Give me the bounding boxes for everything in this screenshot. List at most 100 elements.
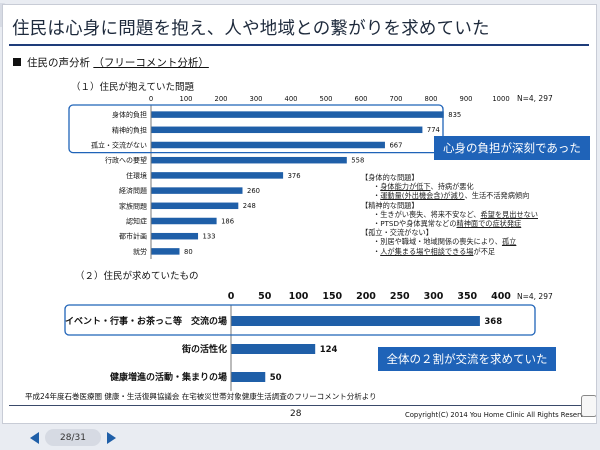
- next-page-button[interactable]: [107, 432, 116, 444]
- note-text: ・PTSDや身体異常などの: [373, 219, 457, 229]
- footer-divider: [9, 405, 589, 406]
- note-item: ・運動量(外出機会含)が減り、生活不活発病傾向: [361, 191, 561, 200]
- bar: [151, 232, 199, 240]
- bar: [231, 316, 480, 326]
- x-tick-label: 400: [491, 291, 511, 302]
- x-tick-label: 200: [215, 95, 228, 103]
- sample-size-label: N=4, 297: [517, 292, 553, 301]
- clinic-logo-icon: [581, 395, 596, 417]
- bar: [151, 126, 423, 134]
- x-tick-label: 100: [289, 291, 309, 302]
- copyright: Copyright(C) 2014 You Home Clinic All Ri…: [405, 411, 593, 419]
- note-text: が不足: [473, 246, 496, 256]
- note-item: ・別居や職域・地域関係の喪失により、孤立: [361, 237, 561, 246]
- note-text: 、持病が悪化: [430, 182, 474, 192]
- note-text: ・: [373, 246, 381, 256]
- x-tick-label: 50: [258, 291, 272, 302]
- x-tick-label: 700: [390, 95, 403, 103]
- note-emph: 精神面での症状発症: [456, 219, 522, 229]
- note-text: ・: [373, 191, 381, 201]
- note-item: ・生きがい喪失、将来不安など、希望を見出せない: [361, 210, 561, 219]
- category-label: 身体的負担: [112, 110, 147, 119]
- data-label: 376: [288, 172, 301, 180]
- square-bullet-icon: [13, 58, 21, 66]
- bar: [231, 372, 266, 382]
- bar: [231, 344, 316, 354]
- page-indicator: 28/31: [45, 429, 101, 446]
- category-label: 就労: [133, 247, 147, 256]
- note-emph: 孤立: [501, 237, 517, 247]
- category-label: 街の活性化: [181, 343, 227, 355]
- data-label: 248: [243, 202, 256, 210]
- category-label: 住環境: [126, 171, 147, 180]
- x-tick-label: 0: [228, 291, 235, 302]
- callout-physical-mental: 心身の負担が深刻であった: [434, 136, 590, 160]
- data-label: 133: [203, 233, 216, 241]
- source-note: 平成24年度石巻医療圏 健康・生活復興協議会 在宅被災世帯対象健康生活調査のフリ…: [25, 392, 377, 401]
- x-tick-label: 400: [285, 95, 298, 103]
- x-tick-label: 1000: [492, 95, 509, 103]
- bar: [151, 217, 217, 225]
- note-item: ・PTSDや身体異常などの精神面での症状発症: [361, 219, 561, 228]
- data-label: 558: [351, 157, 364, 165]
- category-label: イベント・行事・お茶っこ等 交流の場: [65, 315, 227, 327]
- note-item: ・身体能力が低下、持病が悪化: [361, 182, 561, 191]
- note-text: 、生活不活発病傾向: [464, 191, 530, 201]
- note-heading: 【精神的な問題】: [361, 200, 419, 210]
- x-tick-label: 150: [322, 291, 342, 302]
- category-label: 孤立・交流がない: [91, 141, 147, 150]
- category-label: 都市計画: [119, 232, 147, 241]
- data-label: 835: [448, 111, 461, 119]
- bar: [151, 141, 385, 149]
- chart2-title: （２）住民が求めていたもの: [75, 271, 199, 282]
- bar: [151, 248, 180, 255]
- x-tick-label: 900: [460, 95, 473, 103]
- note-heading: 【身体的な問題】: [361, 173, 419, 182]
- note-emph: 希望を見出せない: [480, 209, 538, 219]
- chart1-bar-chart: 0 100 200 300 400 500 600 700 800 900 1000 N=4, 297…: [68, 94, 553, 259]
- data-label: 124: [320, 345, 338, 355]
- x-tick-label: 100: [180, 95, 193, 103]
- category-label: 経済問題: [119, 186, 147, 195]
- x-tick-label: 500: [320, 95, 333, 103]
- bar: [151, 202, 239, 210]
- bar: [151, 111, 444, 118]
- x-tick-label: 300: [424, 291, 444, 302]
- x-tick-label: 800: [425, 95, 438, 103]
- x-tick-label: 600: [355, 95, 368, 103]
- previous-page-button[interactable]: [30, 432, 39, 444]
- data-label: 774: [427, 126, 440, 134]
- sample-size-label: N=4, 297: [517, 94, 553, 103]
- note-emph: 身体能力が低下: [380, 182, 431, 192]
- category-label: 家族問題: [119, 201, 147, 210]
- note-text: ・: [373, 182, 381, 192]
- chart1-title: （１）住民が抱えていた問題: [71, 82, 195, 93]
- category-label: 認知症: [126, 217, 147, 226]
- note-text: ・別居や職域・地域関係の喪失により、: [373, 237, 502, 247]
- bar: [151, 172, 284, 179]
- highlight-box: [68, 104, 444, 154]
- data-label: 667: [389, 141, 402, 149]
- note-text: ・生きがい喪失、将来不安など、: [373, 209, 481, 219]
- data-label: 260: [247, 187, 260, 195]
- slide: 住民は心身に問題を抱え、人や地域との繋がりを求めていた 住民の声分析 （フリーコ…: [2, 4, 597, 424]
- x-tick-label: 0: [149, 95, 153, 103]
- slide-page-number: 28: [290, 409, 302, 419]
- data-label: 368: [484, 317, 502, 327]
- category-label: 健康増進の活動・集まりの場: [110, 371, 227, 383]
- slide-title: 住民は心身に問題を抱え、人や地域との繋がりを求めていた: [12, 19, 490, 39]
- data-label: 186: [221, 217, 234, 225]
- note-emph: 運動量(外出機会含)が減り: [380, 191, 465, 201]
- x-tick-label: 350: [457, 291, 477, 302]
- section-label: 住民の声分析: [27, 57, 90, 69]
- callout-exchange: 全体の２割が交流を求めていた: [378, 347, 556, 371]
- data-label: 50: [270, 373, 282, 383]
- x-tick-label: 300: [250, 95, 263, 103]
- note-heading: 【孤立・交流がない】: [361, 228, 433, 238]
- note-emph: 人が集まる場や相談できる場: [380, 246, 474, 256]
- chart2-bar-chart: 0 50 100 150 200 250 300 350 400 N=4, 297 イベント・行事・…: [64, 291, 553, 391]
- category-label: 精神的負担: [112, 125, 147, 134]
- highlight-box: [64, 304, 536, 336]
- bar: [151, 187, 243, 194]
